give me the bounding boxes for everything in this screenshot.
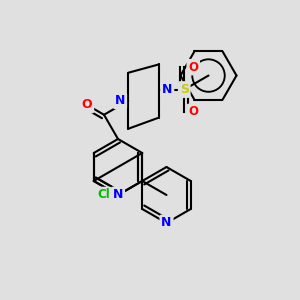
- Text: S: S: [180, 83, 189, 96]
- Text: N: N: [161, 217, 172, 230]
- Text: N: N: [115, 94, 125, 107]
- Text: O: O: [82, 98, 92, 112]
- Text: N: N: [162, 83, 172, 96]
- Text: Cl: Cl: [97, 188, 110, 202]
- Text: O: O: [188, 106, 198, 118]
- Text: N: N: [113, 188, 123, 202]
- Text: O: O: [188, 61, 198, 74]
